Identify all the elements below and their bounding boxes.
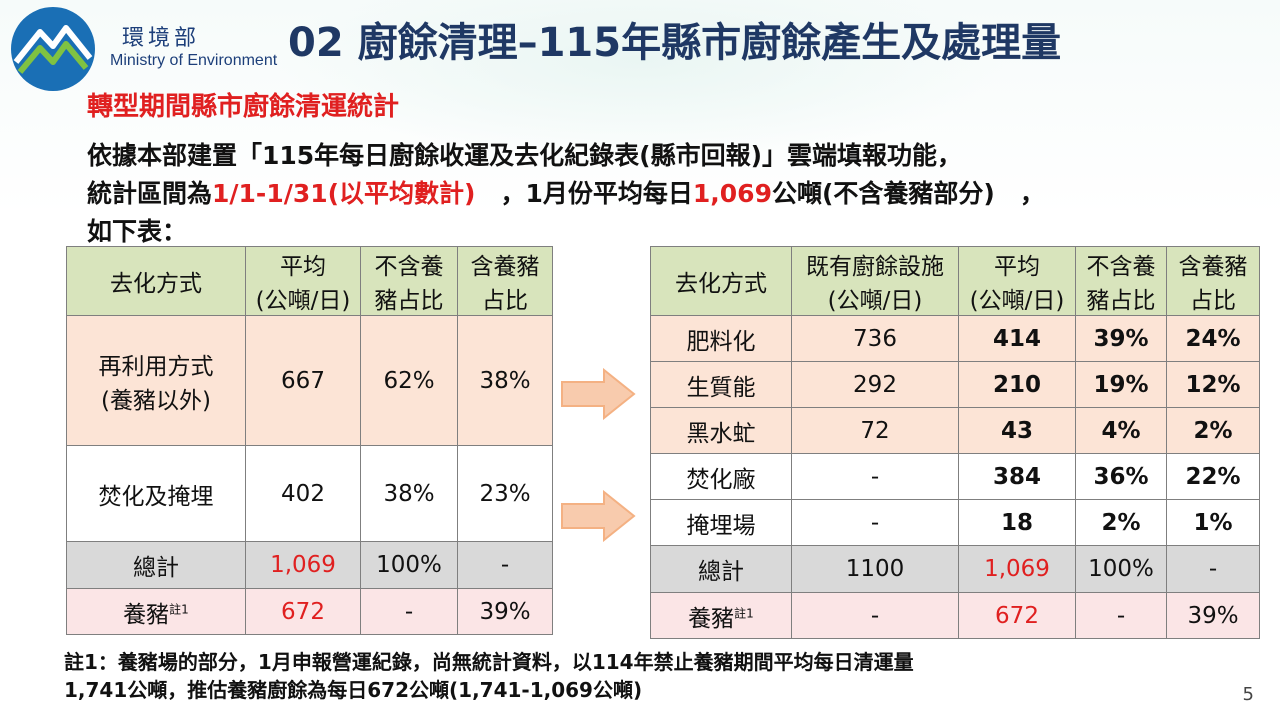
- table-total-row: 總計 1,069 100% -: [66, 541, 553, 589]
- table-row: 生質能 292 210 19% 12%: [650, 361, 1260, 408]
- table-header-cell: 去化方式: [650, 246, 792, 316]
- intro-line-1: 依據本部建置「115年每日廚餘收運及去化紀錄表(縣市回報)」雲端填報功能，: [87, 141, 963, 170]
- table-row: 養豬註1 672 - 39%: [66, 588, 553, 635]
- table-header-row: 去化方式 既有廚餘設施 (公噸/日) 平均 (公噸/日) 不含養 豬占比 含養豬…: [650, 246, 1260, 316]
- table-cell: -: [791, 592, 959, 639]
- footnote-mark: 註1: [169, 601, 189, 616]
- table-total-row: 總計 1100 1,069 100% -: [650, 545, 1260, 593]
- table-cell: 生質能: [650, 361, 792, 408]
- table-header-row: 去化方式 平均 (公噸/日) 不含養 豬占比 含養豬 占比: [66, 246, 553, 316]
- footnote-line-1: 註1：養豬場的部分，1月申報營運紀錄，尚無統計資料，以114年禁止養豬期間平均每…: [64, 650, 914, 674]
- ministry-logo: 環境部 Ministry of Environment: [10, 6, 300, 91]
- table-row: 黑水虻 72 43 4% 2%: [650, 407, 1260, 454]
- table-cell: 38%: [457, 315, 553, 446]
- table-cell: -: [1166, 545, 1260, 593]
- table-cell: 19%: [1075, 361, 1167, 408]
- table-cell: 1,069: [245, 541, 361, 589]
- table-cell: 402: [245, 445, 361, 542]
- mountain-logo-icon: [11, 7, 95, 91]
- table-cell: 掩埋場: [650, 499, 792, 546]
- table-row: 焚化廠 - 384 36% 22%: [650, 453, 1260, 500]
- table-cell: 養豬註1: [650, 592, 792, 639]
- table-cell: 1%: [1166, 499, 1260, 546]
- table-cell: 22%: [1166, 453, 1260, 500]
- table-cell: 36%: [1075, 453, 1167, 500]
- intro-line-3: 如下表：: [87, 217, 188, 246]
- pig-label: 養豬: [123, 601, 170, 628]
- table-cell: -: [791, 499, 959, 546]
- table-cell: 2%: [1166, 407, 1260, 454]
- footnote-line-2: 1,741公噸，推估養豬廚餘為每日672公噸(1,741-1,069公噸): [64, 678, 643, 702]
- pig-label: 養豬: [688, 605, 735, 632]
- table-cell: 672: [245, 588, 361, 635]
- table-cell: 672: [958, 592, 1076, 639]
- daily-average-highlight: 1,069: [692, 179, 772, 208]
- table-cell: 210: [958, 361, 1076, 408]
- page-number: 5: [1242, 684, 1254, 705]
- table-cell: 414: [958, 315, 1076, 362]
- table-cell: 黑水虻: [650, 407, 792, 454]
- table-cell: 62%: [360, 315, 458, 446]
- table-cell: 292: [791, 361, 959, 408]
- disposal-detail-table: 去化方式 既有廚餘設施 (公噸/日) 平均 (公噸/日) 不含養 豬占比 含養豬…: [650, 246, 1260, 639]
- table-cell: 39%: [1075, 315, 1167, 362]
- table-cell: 4%: [1075, 407, 1167, 454]
- table-cell: 667: [245, 315, 361, 446]
- logo-chinese-text: 環境部: [122, 26, 201, 51]
- section-subtitle: 轉型期間縣市廚餘清運統計: [87, 92, 400, 122]
- table-header-cell: 平均 (公噸/日): [958, 246, 1076, 316]
- table-cell: 100%: [1075, 545, 1167, 593]
- table-header-cell: 含養豬 占比: [457, 246, 553, 316]
- table-cell: 再利用方式 (養豬以外): [66, 315, 246, 446]
- table-row: 掩埋場 - 18 2% 1%: [650, 499, 1260, 546]
- table-cell: 總計: [650, 545, 792, 593]
- table-cell: 總計: [66, 541, 246, 589]
- table-cell: 24%: [1166, 315, 1260, 362]
- table-cell: 100%: [360, 541, 458, 589]
- period-highlight: 1/1-1/31(以平均數計): [212, 179, 476, 208]
- page-title: 02 廚餘清理–115年縣市廚餘產生及處理量: [288, 20, 1062, 66]
- disposal-summary-table: 去化方式 平均 (公噸/日) 不含養 豬占比 含養豬 占比 再利用方式 (養豬以…: [66, 246, 553, 635]
- table-cell: 38%: [360, 445, 458, 542]
- table-header-cell: 含養豬 占比: [1166, 246, 1260, 316]
- table-cell: 43: [958, 407, 1076, 454]
- table-row: 養豬註1 - 672 - 39%: [650, 592, 1260, 639]
- table-cell: 23%: [457, 445, 553, 542]
- intro-line-2: 統計區間為1/1-1/31(以平均數計) ，1月份平均每日1,069公噸(不含養…: [87, 174, 1045, 210]
- table-cell: -: [1075, 592, 1167, 639]
- table-cell: 384: [958, 453, 1076, 500]
- table-cell: 焚化廠: [650, 453, 792, 500]
- table-cell: -: [791, 453, 959, 500]
- table-cell: -: [360, 588, 458, 635]
- table-cell: 1,069: [958, 545, 1076, 593]
- table-header-cell: 平均 (公噸/日): [245, 246, 361, 316]
- table-header-cell: 不含養 豬占比: [1075, 246, 1167, 316]
- table-cell: 肥料化: [650, 315, 792, 362]
- arrow-right-icon: [561, 490, 636, 542]
- table-cell: 2%: [1075, 499, 1167, 546]
- intro-text: 公噸(不含養豬部分) ，: [771, 179, 1045, 208]
- table-cell: -: [457, 541, 553, 589]
- table-cell: 39%: [1166, 592, 1260, 639]
- footnote-mark: 註1: [734, 605, 754, 620]
- table-cell: 養豬註1: [66, 588, 246, 635]
- table-cell: 12%: [1166, 361, 1260, 408]
- intro-text: ，1月份平均每日: [475, 179, 693, 208]
- table-cell: 39%: [457, 588, 553, 635]
- table-cell: 72: [791, 407, 959, 454]
- table-header-cell: 去化方式: [66, 246, 246, 316]
- arrow-right-icon: [561, 368, 636, 420]
- table-header-cell: 既有廚餘設施 (公噸/日): [791, 246, 959, 316]
- table-row: 肥料化 736 414 39% 24%: [650, 315, 1260, 362]
- table-cell: 736: [791, 315, 959, 362]
- table-cell: 1100: [791, 545, 959, 593]
- logo-english-text: Ministry of Environment: [110, 52, 278, 69]
- table-cell: 18: [958, 499, 1076, 546]
- table-header-cell: 不含養 豬占比: [360, 246, 458, 316]
- table-row: 焚化及掩埋 402 38% 23%: [66, 445, 553, 542]
- table-row: 再利用方式 (養豬以外) 667 62% 38%: [66, 315, 553, 446]
- table-cell: 焚化及掩埋: [66, 445, 246, 542]
- intro-text: 統計區間為: [87, 179, 213, 208]
